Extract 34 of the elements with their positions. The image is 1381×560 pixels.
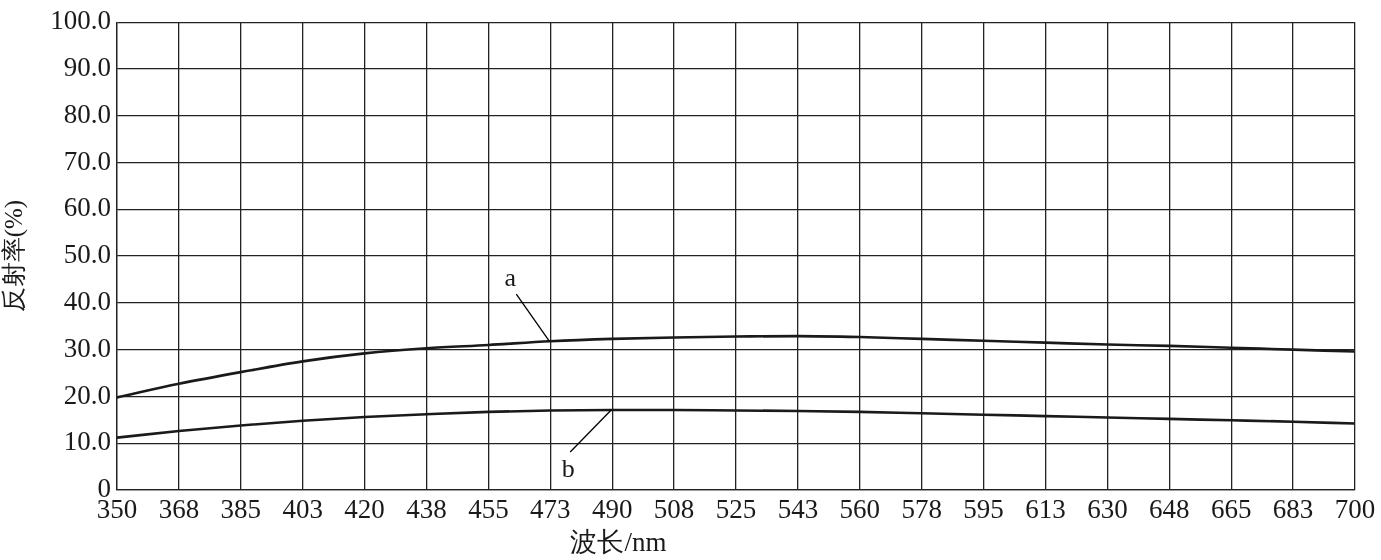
x-tick-label: 525 <box>715 494 757 525</box>
x-axis-title: 波长/nm <box>570 527 667 558</box>
x-tick-label: 403 <box>282 494 323 525</box>
x-tick-label: 473 <box>530 494 571 525</box>
y-tick-label: 90.0 <box>63 52 111 83</box>
y-tick-label: 20.0 <box>63 379 111 410</box>
x-tick-label: 560 <box>839 494 881 525</box>
x-tick-label: 508 <box>653 494 695 525</box>
x-tick-label: 543 <box>777 494 819 525</box>
x-tick-label: 683 <box>1272 494 1314 525</box>
series-label: b <box>561 453 575 483</box>
y-tick-label: 50.0 <box>63 239 111 270</box>
series-label: a <box>504 263 517 293</box>
y-tick-label: 80.0 <box>63 98 111 129</box>
x-tick-label: 385 <box>220 494 262 525</box>
y-tick-label: 40.0 <box>63 285 111 316</box>
x-tick-label: 665 <box>1210 494 1252 525</box>
y-tick-label: 10.0 <box>63 426 111 457</box>
x-tick-label: 648 <box>1149 494 1190 525</box>
x-tick-label: 613 <box>1025 494 1066 525</box>
x-tick-label: 420 <box>344 494 385 525</box>
x-tick-label: 455 <box>468 494 509 525</box>
x-tick-label: 490 <box>591 494 633 525</box>
y-tick-label: 60.0 <box>63 192 111 223</box>
y-axis-title: 反射率(%) <box>0 199 28 313</box>
x-tick-label: 578 <box>901 494 942 525</box>
x-tick-label: 595 <box>963 494 1004 525</box>
y-tick-label: 70.0 <box>63 145 111 176</box>
y-tick-label: 100.0 <box>50 5 111 36</box>
x-tick-label: 368 <box>158 494 200 525</box>
x-tick-label: 630 <box>1087 494 1128 525</box>
x-tick-label: 438 <box>406 494 447 525</box>
x-tick-label: 700 <box>1334 494 1376 525</box>
y-tick-label: 30.0 <box>63 332 111 363</box>
